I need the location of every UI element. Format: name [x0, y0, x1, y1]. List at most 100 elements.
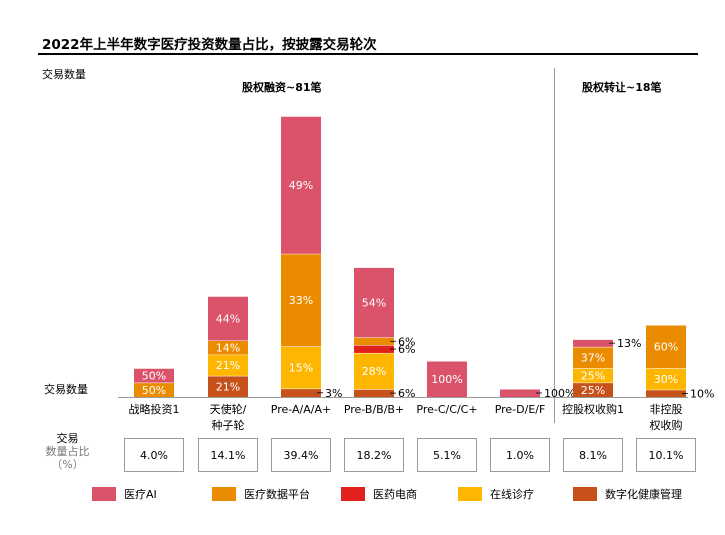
section-label-equity-financing: 股权融资~81笔 — [242, 81, 322, 94]
bar-segment — [573, 382, 613, 397]
baseline-label: 交易数量 — [44, 383, 88, 396]
data-label: 50% — [142, 384, 166, 397]
data-label: 6% — [398, 387, 415, 400]
legend-item: 医药电商 — [341, 487, 417, 501]
category-label: 天使轮/种子轮 — [188, 402, 268, 434]
category-label-line: 战略投资1 — [128, 403, 180, 416]
share-box: 18.2% — [344, 438, 404, 472]
data-label: 21% — [216, 359, 240, 372]
bar-segment — [281, 346, 321, 389]
bar-segment — [208, 354, 248, 376]
bar-segment — [573, 368, 613, 383]
data-label: 21% — [216, 380, 240, 393]
share-box: 39.4% — [271, 438, 331, 472]
bar-segment — [354, 389, 394, 397]
data-label: 100% — [544, 387, 575, 400]
category-label: Pre-C/C/C+ — [407, 402, 487, 418]
share-box: 1.0% — [490, 438, 550, 472]
share-box: 5.1% — [417, 438, 477, 472]
legend-item: 数字化健康管理 — [573, 487, 682, 501]
data-label: 44% — [216, 312, 240, 325]
data-label: 25% — [581, 384, 605, 397]
category-label-line: 非控股 — [649, 403, 683, 416]
bar-segment — [354, 337, 394, 346]
share-box: 10.1% — [636, 438, 696, 472]
data-label: 37% — [581, 352, 605, 365]
legend-item: 医疗AI — [92, 487, 157, 501]
legend-item: 在线诊疗 — [458, 487, 534, 501]
section-label-equity-transfer: 股权转让~18笔 — [582, 81, 662, 94]
legend-swatch — [573, 487, 597, 501]
data-label: 10% — [690, 387, 714, 400]
data-label: 60% — [654, 341, 678, 354]
data-label: 100% — [431, 373, 462, 386]
legend-swatch — [92, 487, 116, 501]
chart-baseline — [118, 397, 688, 398]
bar-segment — [281, 388, 321, 397]
data-label: 6% — [398, 343, 415, 356]
bar-segment — [354, 345, 394, 353]
bar-segment — [427, 361, 467, 397]
legend-label: 医疗数据平台 — [244, 488, 310, 501]
bar-segment — [646, 368, 686, 390]
bar-segment — [646, 389, 686, 397]
category-label-line: Pre-B/B/B+ — [343, 403, 405, 416]
category-label: Pre-D/E/F — [480, 402, 560, 418]
data-label: 25% — [581, 369, 605, 382]
data-label: 15% — [289, 362, 313, 375]
share-header-line-3: （%） — [51, 458, 84, 471]
data-label: 50% — [142, 369, 166, 382]
bar-segment — [354, 267, 394, 338]
share-header: 交易 数量占比 （%） — [30, 432, 105, 471]
bar-segment — [281, 253, 321, 347]
category-label-line: 权收购 — [649, 419, 683, 432]
legend-label: 数字化健康管理 — [605, 488, 682, 501]
bar-segment — [646, 325, 686, 369]
data-label: 3% — [325, 387, 342, 400]
category-label: 战略投资1 — [114, 402, 194, 418]
legend-item: 医疗数据平台 — [212, 487, 310, 501]
data-label: 13% — [617, 337, 641, 350]
bar-segment — [354, 352, 394, 390]
y-axis-label: 交易数量 — [42, 68, 86, 81]
legend-label: 医药电商 — [373, 488, 417, 501]
bar-segment — [134, 368, 174, 383]
category-label-line: 控股权收购1 — [562, 403, 624, 416]
category-label-line: 种子轮 — [211, 419, 245, 432]
title-rule — [38, 53, 698, 55]
legend-label: 医疗AI — [124, 488, 157, 501]
category-label-line: Pre-D/E/F — [494, 403, 546, 416]
category-label: Pre-B/B/B+ — [334, 402, 414, 418]
bar-segment — [500, 389, 540, 397]
data-label: 14% — [216, 342, 240, 355]
data-label: 6% — [398, 335, 415, 348]
category-label-line: Pre-C/C/C+ — [416, 403, 478, 416]
share-box: 14.1% — [198, 438, 258, 472]
data-label: 28% — [362, 365, 386, 378]
category-label: 非控股 权收购 — [626, 402, 706, 434]
bar-segment — [573, 339, 613, 347]
bar-segment — [208, 340, 248, 355]
legend-label: 在线诊疗 — [490, 488, 534, 501]
share-header-line-1: 交易 — [56, 432, 79, 445]
chart-title: 2022年上半年数字医疗投资数量占比，按披露交易轮次 — [42, 37, 377, 53]
share-box: 4.0% — [124, 438, 184, 472]
bar-segment — [134, 382, 174, 397]
bar-segment — [208, 375, 248, 397]
share-header-line-2: 数量占比 — [45, 445, 90, 458]
category-label-line: Pre-A/A/A+ — [270, 403, 332, 416]
section-divider — [554, 68, 555, 423]
bar-segment — [573, 346, 613, 369]
data-label: 49% — [289, 179, 313, 192]
data-label: 33% — [289, 294, 313, 307]
category-label-line: 天使轮/ — [209, 403, 247, 416]
data-label: 54% — [362, 296, 386, 309]
data-label: 30% — [654, 373, 678, 386]
bar-segment — [281, 116, 321, 254]
category-label: 控股权收购1 — [553, 402, 633, 418]
category-label: Pre-A/A/A+ — [261, 402, 341, 418]
legend-swatch — [341, 487, 365, 501]
legend-swatch — [212, 487, 236, 501]
share-box: 8.1% — [563, 438, 623, 472]
